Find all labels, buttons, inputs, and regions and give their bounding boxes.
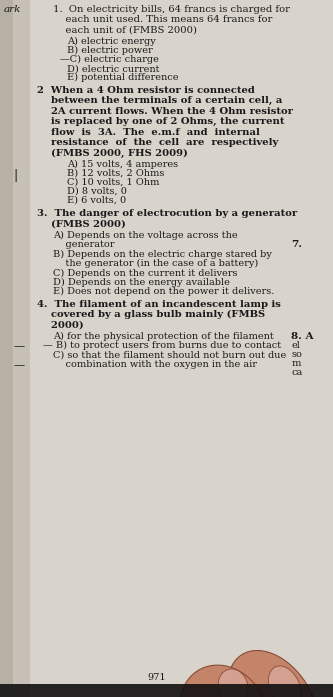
Text: m: m [291,359,301,368]
Text: between the terminals of a certain cell, a: between the terminals of a certain cell,… [37,96,282,105]
Text: so: so [291,350,302,359]
Text: B) electric power: B) electric power [67,46,153,55]
Text: combination with the oxygen in the air: combination with the oxygen in the air [53,360,257,369]
Text: B) 12 volts, 2 Ohms: B) 12 volts, 2 Ohms [67,169,164,178]
Text: 4.  The filament of an incandescent lamp is: 4. The filament of an incandescent lamp … [37,300,280,309]
Text: (FMBS 2000): (FMBS 2000) [37,220,126,229]
Text: 2000): 2000) [37,321,83,330]
Ellipse shape [228,650,318,697]
Text: el: el [291,341,300,350]
Text: C) Depends on the current it delivers: C) Depends on the current it delivers [53,269,238,278]
Text: A) electric energy: A) electric energy [67,37,156,46]
Ellipse shape [218,669,248,697]
Text: |: | [13,169,18,182]
Text: the generator (in the case of a battery): the generator (in the case of a battery) [53,259,258,268]
Text: 7.: 7. [291,240,302,249]
Text: E) 6 volts, 0: E) 6 volts, 0 [67,196,126,205]
Ellipse shape [268,666,301,697]
Text: D) Depends on the energy available: D) Depends on the energy available [53,278,230,287]
Ellipse shape [180,665,266,697]
Bar [0,0,30,697]
Text: each unit used. This means 64 francs for: each unit used. This means 64 francs for [53,15,273,24]
Text: covered by a glass bulb mainly (FMBS: covered by a glass bulb mainly (FMBS [37,310,265,319]
Text: — B) to protect users from burns due to contact: — B) to protect users from burns due to … [43,341,281,350]
Text: 8. A: 8. A [291,332,314,341]
Text: B) Depends on the electric charge stared by: B) Depends on the electric charge stared… [53,250,272,259]
Text: (FMBS 2000, FHS 2009): (FMBS 2000, FHS 2009) [37,148,187,158]
Text: —C) electric charge: —C) electric charge [60,55,159,64]
Text: —: — [13,341,24,351]
Text: ark: ark [3,5,21,14]
Text: is replaced by one of 2 Ohms, the current: is replaced by one of 2 Ohms, the curren… [37,117,284,126]
Text: ca: ca [291,368,303,377]
Text: flow  is  3A.  The  e.m.f  and  internal: flow is 3A. The e.m.f and internal [37,128,259,137]
Text: 1.  On electricity bills, 64 francs is charged for: 1. On electricity bills, 64 francs is ch… [53,5,290,14]
Text: D) electric current: D) electric current [67,64,159,73]
Text: generator: generator [53,240,115,249]
Text: each unit of (FMBS 2000): each unit of (FMBS 2000) [53,26,197,35]
Text: A) for the physical protection of the filament: A) for the physical protection of the fi… [53,332,274,341]
Text: 2  When a 4 Ohm resistor is connected: 2 When a 4 Ohm resistor is connected [37,86,254,95]
Text: D) 8 volts, 0: D) 8 volts, 0 [67,187,127,196]
Text: 3.  The danger of electrocution by a generator: 3. The danger of electrocution by a gene… [37,209,297,218]
Text: C) so that the filament should not burn out due: C) so that the filament should not burn … [53,351,286,360]
Text: C) 10 volts, 1 Ohm: C) 10 volts, 1 Ohm [67,178,159,187]
Text: —: — [13,360,24,370]
Text: A) 15 volts, 4 amperes: A) 15 volts, 4 amperes [67,160,178,169]
Text: 2A current flows. When the 4 Ohm resistor: 2A current flows. When the 4 Ohm resisto… [37,107,293,116]
Bar [0,684,333,697]
Text: E) potential difference: E) potential difference [67,73,178,82]
Bar [0,0,13,697]
Text: 971: 971 [147,673,166,682]
Text: resistance  of  the  cell  are  respectively: resistance of the cell are respectively [37,138,278,147]
Text: E) Does not depend on the power it delivers.: E) Does not depend on the power it deliv… [53,287,275,296]
Text: A) Depends on the voltage across the: A) Depends on the voltage across the [53,231,238,240]
